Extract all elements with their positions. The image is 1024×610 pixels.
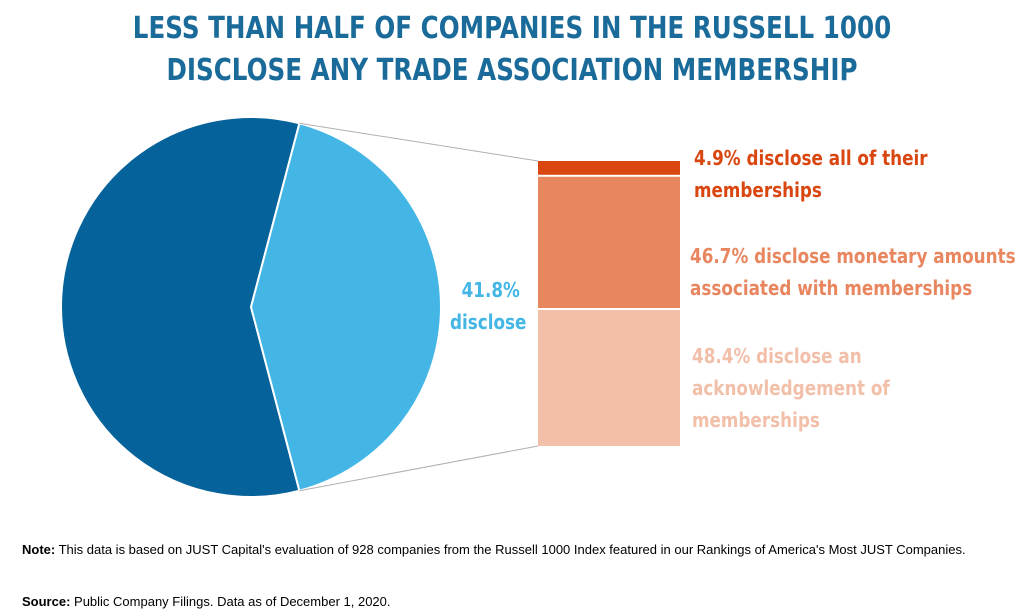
pie-data-label: 41.8% disclose xyxy=(450,274,526,338)
bar-label-acknowledge-line-3: memberships xyxy=(692,408,820,432)
bar-label-all: 4.9% disclose all of their memberships xyxy=(694,142,928,206)
stacked-bar xyxy=(538,161,680,446)
bar-segment-all xyxy=(538,161,680,175)
pie-data-label-percent: 41.8% xyxy=(461,278,520,302)
pie-slice-disclose xyxy=(249,122,442,492)
connector-line-bottom xyxy=(299,445,539,492)
footnote-label: Note: xyxy=(22,542,56,557)
bar-label-all-line-2: memberships xyxy=(694,178,822,202)
source-label: Source: xyxy=(22,594,71,609)
pie-data-label-text: disclose xyxy=(450,310,527,334)
bar-label-monetary-line-2: associated with memberships xyxy=(690,276,973,300)
bar-label-acknowledge: 48.4% disclose an acknowledgement of mem… xyxy=(692,340,890,436)
bar-label-monetary: 46.7% disclose monetary amounts associat… xyxy=(690,240,1016,304)
connector-line-top xyxy=(299,122,539,162)
bar-label-monetary-line-1: 46.7% disclose monetary amounts xyxy=(690,244,1016,268)
chart-title-line-1: LESS THAN HALF OF COMPANIES IN THE RUSSE… xyxy=(132,11,892,46)
pie-chart xyxy=(60,116,442,498)
pie-slice-no-disclose xyxy=(60,116,301,498)
chart-title-line-2: DISCLOSE ANY TRADE ASSOCIATION MEMBERSHI… xyxy=(166,53,858,88)
bar-label-acknowledge-line-1: 48.4% disclose an xyxy=(692,344,862,368)
bar-label-acknowledge-line-2: acknowledgement of xyxy=(692,376,890,400)
source-text: Public Company Filings. Data as of Decem… xyxy=(70,594,391,609)
bar-segment-monetary xyxy=(538,176,680,308)
bar-segment-acknowledge xyxy=(538,309,680,446)
bar-label-all-line-1: 4.9% disclose all of their xyxy=(694,146,928,170)
connector-lines xyxy=(299,122,539,492)
source-line: Source: Public Company Filings. Data as … xyxy=(22,593,1012,610)
footnote-text: This data is based on JUST Capital's eva… xyxy=(55,542,966,557)
chart-title: LESS THAN HALF OF COMPANIES IN THE RUSSE… xyxy=(92,8,932,92)
footnote: Note: This data is based on JUST Capital… xyxy=(22,541,1012,558)
